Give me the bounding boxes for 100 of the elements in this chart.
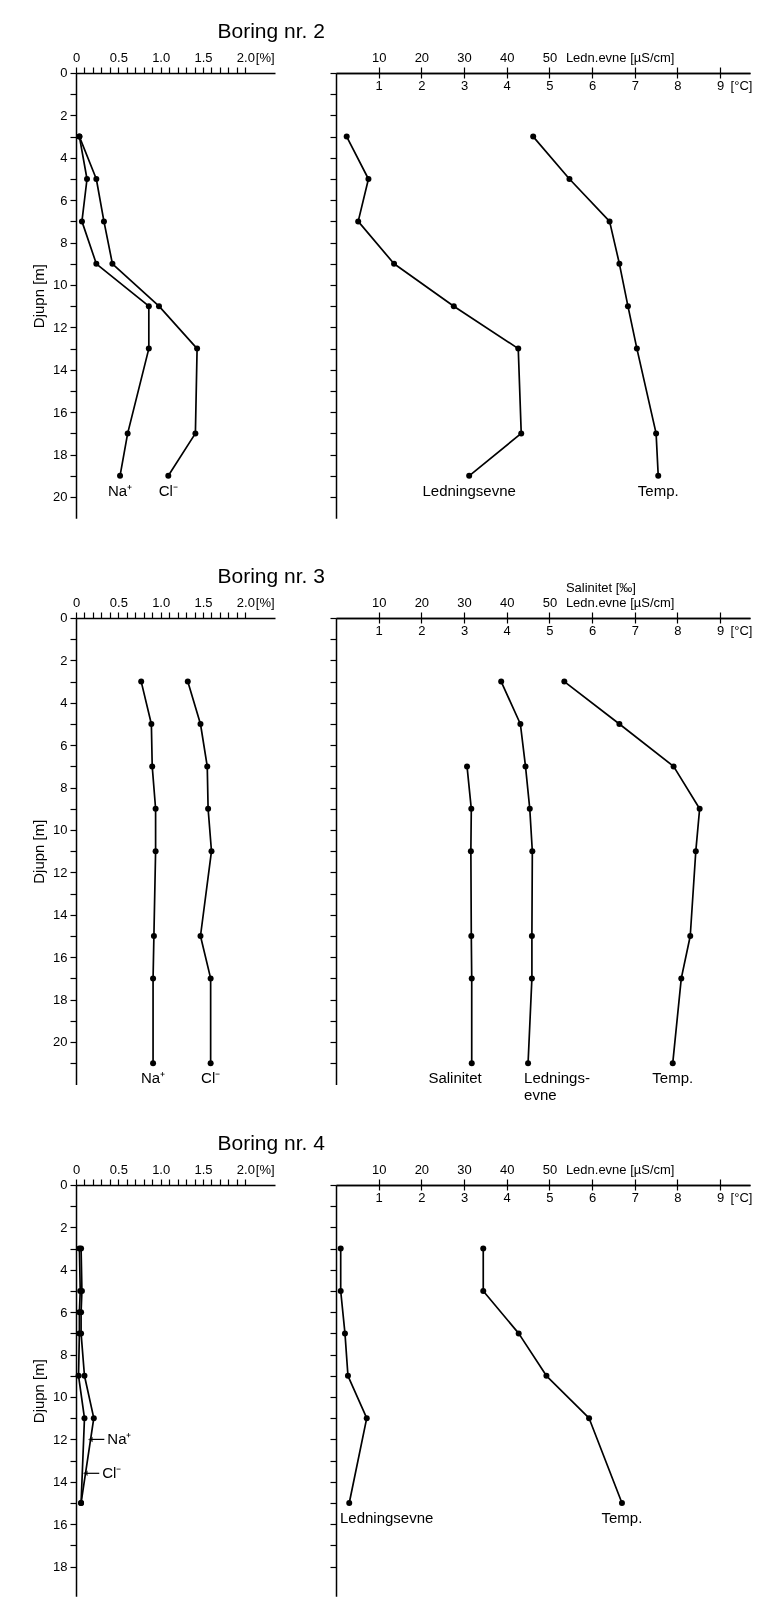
y-axis-title: Djupn [m] [30, 819, 48, 884]
x-tick-label: 0.5 [109, 50, 128, 66]
series-label: Salinitet [428, 1069, 483, 1087]
y-tick-label: 4 [60, 150, 68, 166]
x2-axis-title: Ledn.evne [µS/cm] [565, 1162, 675, 1178]
x-tick-label: 8 [674, 1190, 682, 1206]
y-axis-title: Djupn [m] [30, 264, 48, 329]
x-tick-label: 0 [72, 50, 81, 66]
series-label: Cl⁻ [158, 481, 178, 499]
series-label: Cl⁻ [201, 1069, 221, 1087]
x-axis-title: [°C] [730, 623, 753, 639]
x-tick-label: 3 [460, 78, 469, 94]
x2-axis-title: Ledn.evne [µS/cm] [565, 50, 675, 66]
x2-tick-label: 40 [500, 1162, 515, 1178]
x-tick-label: 1 [375, 623, 383, 639]
x-tick-label: 2.0 [236, 50, 255, 66]
x2-tick-label: 50 [542, 1162, 558, 1178]
y-tick-label: 8 [60, 235, 68, 251]
x-tick-label: 3 [460, 1190, 469, 1206]
series-label: Na⁺ [107, 481, 133, 499]
x-tick-label: 8 [674, 78, 682, 94]
y-tick-label: 16 [53, 1516, 68, 1532]
y-tick-label: 14 [53, 907, 68, 923]
series-label: Lednings- evne [524, 1069, 590, 1104]
x-tick-label: 0.5 [109, 595, 128, 611]
y-tick-label: 0 [60, 1177, 68, 1193]
x-tick-label: 0.5 [109, 1162, 128, 1178]
x2-tick-label: 20 [414, 1162, 430, 1178]
x-tick-label: 4 [503, 1190, 511, 1206]
y-tick-label: 12 [53, 865, 68, 881]
x2-tick-label: 20 [414, 595, 430, 611]
x2-axis-title: Salinitet [‰] Ledn.evne [µS/cm] [565, 580, 675, 611]
y-tick-label: 6 [60, 1304, 68, 1320]
y-tick-label: 2 [60, 653, 68, 669]
y-tick-label: 10 [53, 1389, 68, 1405]
x-tick-label: 9 [717, 78, 725, 94]
x-tick-label: 1 [375, 78, 383, 94]
chart-title: Boring nr. 4 [217, 1130, 326, 1154]
x-axis-title: [°C] [730, 1190, 753, 1206]
x-tick-label: 6 [588, 623, 597, 639]
x-tick-label: 1.0 [152, 595, 171, 611]
series-label: Temp. [652, 1069, 694, 1087]
x-tick-label: 1.0 [152, 1162, 171, 1178]
x-tick-label: 1.0 [152, 50, 171, 66]
y-tick-label: 12 [53, 319, 68, 335]
y-tick-label: 8 [60, 1346, 68, 1362]
series-label: Ledningsevne [422, 481, 516, 499]
y-tick-label: 4 [60, 695, 68, 711]
y-tick-label: 8 [60, 780, 68, 796]
y-tick-label: 0 [60, 65, 68, 81]
y-tick-label: 0 [60, 610, 68, 626]
x-axis-title: [%] [255, 50, 275, 66]
x-tick-label: 3 [460, 623, 469, 639]
y-tick-label: 10 [53, 822, 68, 838]
y-axis-title: Djupn [m] [30, 1358, 48, 1423]
x-tick-label: 2 [418, 78, 426, 94]
series-label: Temp. [601, 1508, 643, 1526]
x-tick-label: 7 [631, 78, 639, 94]
x-tick-label: 8 [674, 623, 682, 639]
x-tick-label: 0 [72, 595, 81, 611]
y-tick-label: 2 [60, 107, 68, 123]
x-tick-label: 4 [503, 78, 511, 94]
y-tick-label: 14 [53, 362, 68, 378]
x2-tick-label: 40 [500, 595, 515, 611]
x2-tick-label: 10 [371, 595, 387, 611]
y-tick-label: 14 [53, 1473, 68, 1489]
x-tick-label: 1 [375, 1190, 383, 1206]
x-tick-label: 2.0 [236, 595, 255, 611]
series-label: Na⁺ [140, 1069, 166, 1087]
series-label: Ledningsevne [340, 1508, 434, 1526]
x-tick-label: 0 [72, 1162, 81, 1178]
x-tick-label: 5 [546, 1190, 554, 1206]
y-tick-label: 6 [60, 737, 68, 753]
y-tick-label: 4 [60, 1261, 68, 1277]
x2-tick-label: 20 [414, 50, 430, 66]
annotation: Cl⁻ [102, 1463, 122, 1481]
y-tick-label: 20 [53, 489, 68, 505]
chart-title: Boring nr. 2 [217, 19, 325, 42]
y-tick-label: 6 [60, 192, 68, 208]
x-axis-title: [°C] [730, 78, 753, 94]
x-tick-label: 6 [588, 78, 597, 94]
x-tick-label: 5 [546, 623, 554, 639]
annotation: Na⁺ [107, 1429, 132, 1447]
y-tick-label: 18 [53, 992, 68, 1008]
series-label: Temp. [637, 481, 679, 499]
x-tick-label: 1.5 [194, 1162, 213, 1178]
y-tick-label: 18 [53, 1558, 68, 1574]
x2-tick-label: 30 [457, 595, 472, 611]
x2-tick-label: 10 [371, 1162, 387, 1178]
x2-tick-label: 30 [457, 1162, 472, 1178]
x-axis-title: [%] [255, 1162, 275, 1178]
y-tick-label: 2 [60, 1219, 68, 1235]
y-tick-label: 16 [53, 949, 68, 965]
x-tick-label: 2.0 [236, 1162, 255, 1178]
x2-tick-label: 40 [500, 50, 515, 66]
x2-tick-label: 10 [371, 50, 387, 66]
x-tick-label: 1.5 [194, 595, 213, 611]
y-tick-label: 10 [53, 277, 68, 293]
x-tick-label: 7 [631, 1190, 639, 1206]
x-tick-label: 9 [717, 1190, 725, 1206]
